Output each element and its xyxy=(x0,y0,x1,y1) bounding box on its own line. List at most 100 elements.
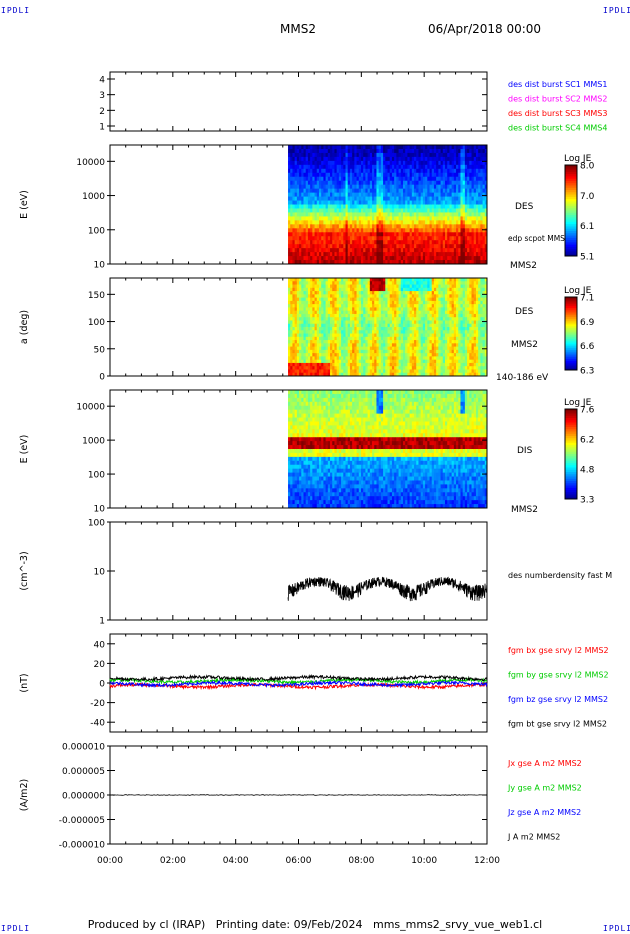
des-pitch-heatmap-cell xyxy=(367,359,371,364)
des-pitch-heatmap-cell xyxy=(305,349,309,354)
des-pitch-heatmap-cell xyxy=(310,333,313,338)
des-energy-heatmap-cell xyxy=(334,228,338,233)
des-energy-heatmap-cell xyxy=(341,164,344,170)
des-pitch-heatmap-cell xyxy=(420,323,424,328)
des-energy-heatmap-cell xyxy=(440,260,444,265)
des-pitch-heatmap-cell xyxy=(374,356,377,361)
des-pitch-heatmap-cell xyxy=(398,278,402,282)
des-energy-heatmap-cell xyxy=(343,145,346,150)
des-pitch-heatmap-cell xyxy=(414,353,417,357)
des-energy-heatmap-cell xyxy=(380,220,384,225)
des-energy-heatmap-cell xyxy=(301,236,304,241)
des-energy-heatmap-cell xyxy=(451,200,455,205)
des-pitch-heatmap-cell xyxy=(301,323,304,328)
des-pitch-heatmap-cell xyxy=(318,323,322,328)
des-energy-heatmap-cell xyxy=(345,228,349,233)
des-energy-heatmap-cell xyxy=(411,168,415,174)
des-energy-heatmap-cell xyxy=(407,172,411,178)
des-pitch-heatmap-cell xyxy=(427,362,430,367)
des-energy-heatmap-cell xyxy=(402,176,406,182)
des-energy-heatmap-cell xyxy=(409,208,413,213)
des-pitch-heatmap-cell xyxy=(343,369,346,374)
des-energy-heatmap-cell xyxy=(438,164,441,170)
des-pitch-heatmap-cell xyxy=(363,287,366,292)
des-pitch-heatmap-cell xyxy=(385,359,388,364)
des-energy-heatmap-cell xyxy=(416,204,419,209)
des-energy-heatmap-cell xyxy=(292,172,296,178)
des-energy-heatmap-cell xyxy=(305,236,309,241)
des-pitch-heatmap-cell xyxy=(325,343,329,347)
des-pitch-heatmap-cell xyxy=(341,297,344,302)
des-energy-heatmap-cell xyxy=(464,248,468,253)
des-energy-heatmap-cell xyxy=(464,145,468,150)
des-energy-heatmap-cell xyxy=(456,260,459,265)
des-pitch-heatmap-cell xyxy=(352,297,355,302)
des-pitch-heatmap-cell xyxy=(438,278,441,282)
des-pitch-heatmap-cell xyxy=(356,291,360,295)
des-pitch-heatmap-cell xyxy=(360,366,364,370)
des-energy-heatmap-cell xyxy=(400,148,404,154)
des-energy-heatmap-cell xyxy=(296,220,300,225)
des-pitch-heatmap-cell xyxy=(425,284,428,289)
des-energy-heatmap-cell xyxy=(365,244,369,249)
des-energy-heatmap-cell xyxy=(480,192,483,197)
des-energy-heatmap-cell xyxy=(385,200,388,205)
des-energy-heatmap-cell xyxy=(343,240,346,245)
des-energy-heatmap-cell xyxy=(429,148,433,154)
des-energy-heatmap-cell xyxy=(367,152,371,158)
des-energy-heatmap-cell xyxy=(460,196,464,201)
des-energy-heatmap-cell xyxy=(407,224,411,229)
des-pitch-heatmap-cell xyxy=(389,278,393,282)
des-pitch-heatmap-cell xyxy=(416,304,419,308)
des-energy-heatmap-cell xyxy=(425,180,428,186)
des-energy-colorbar-segment xyxy=(565,190,577,193)
des-pitch-heatmap-cell xyxy=(378,372,382,377)
des-pitch-heatmap-cell xyxy=(301,284,304,289)
des-energy-heatmap-cell xyxy=(391,188,395,193)
des-energy-heatmap-cell xyxy=(318,156,322,162)
des-pitch-heatmap-cell xyxy=(365,359,369,364)
des-pitch-heatmap-cell xyxy=(383,369,386,374)
des-energy-heatmap-cell xyxy=(471,180,475,186)
des-pitch-heatmap-cell xyxy=(310,362,313,367)
des-energy-heatmap-cell xyxy=(294,204,298,209)
des-pitch-heatmap-cell xyxy=(330,284,333,289)
des-energy-heatmap-cell xyxy=(471,156,475,162)
des-pitch-heatmap-cell xyxy=(433,313,437,318)
des-energy-heatmap-cell xyxy=(475,180,479,186)
des-energy-heatmap-cell xyxy=(427,188,430,193)
des-energy-heatmap-cell xyxy=(323,160,327,166)
des-pitch-heatmap-cell xyxy=(318,304,322,308)
des-pitch-heatmap-cell xyxy=(369,294,373,298)
des-pitch-heatmap-cell xyxy=(369,353,373,357)
des-pitch-heatmap-cell xyxy=(299,336,302,341)
des-energy-heatmap-cell xyxy=(305,188,309,193)
des-energy-heatmap-cell xyxy=(321,172,324,178)
des-energy-heatmap-cell xyxy=(316,196,320,201)
des-pitch-heatmap-cell xyxy=(352,323,355,328)
des-pitch-heatmap-cell xyxy=(323,349,327,354)
des-energy-heatmap-cell xyxy=(318,152,322,158)
des-pitch-heatmap-cell xyxy=(323,320,327,325)
des-pitch-heatmap-cell xyxy=(411,317,415,321)
des-pitch-heatmap-cell xyxy=(414,333,417,338)
des-pitch-heatmap-cell xyxy=(367,362,371,367)
des-energy-colorbar-segment xyxy=(565,203,577,207)
des-pitch-heatmap-cell xyxy=(305,310,309,315)
des-pitch-heatmap-cell xyxy=(327,346,331,351)
des-pitch-heatmap-cell xyxy=(374,300,377,305)
des-pitch-heatmap-cell xyxy=(389,356,393,361)
des-energy-heatmap-cell xyxy=(475,168,479,174)
des-energy-heatmap-cell xyxy=(310,216,313,221)
des-energy-heatmap-cell xyxy=(367,220,371,225)
des-pitch-heatmap-cell xyxy=(409,304,413,308)
des-energy-heatmap-cell xyxy=(327,212,331,217)
des-energy-heatmap-cell xyxy=(290,188,293,193)
des-energy-heatmap-cell xyxy=(462,180,466,186)
des-pitch-heatmap-cell xyxy=(360,323,364,328)
des-pitch-heatmap-cell xyxy=(372,300,375,305)
des-energy-heatmap-cell xyxy=(347,224,351,229)
des-pitch-heatmap-cell xyxy=(299,346,302,351)
des-pitch-heatmap-cell xyxy=(336,294,340,298)
des-energy-heatmap-cell xyxy=(402,156,406,162)
